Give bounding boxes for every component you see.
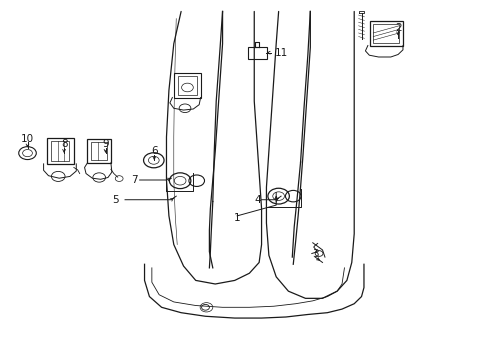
Text: 5: 5 — [112, 195, 119, 205]
Text: 4: 4 — [254, 195, 261, 205]
Text: 1: 1 — [233, 213, 240, 222]
Text: 7: 7 — [131, 175, 138, 185]
Text: 6: 6 — [151, 146, 157, 156]
Text: 10: 10 — [21, 134, 34, 144]
Text: 11: 11 — [274, 48, 287, 58]
Text: 3: 3 — [311, 248, 318, 258]
Text: 8: 8 — [61, 139, 67, 149]
Text: 2: 2 — [394, 23, 401, 33]
Text: 9: 9 — [102, 139, 109, 149]
